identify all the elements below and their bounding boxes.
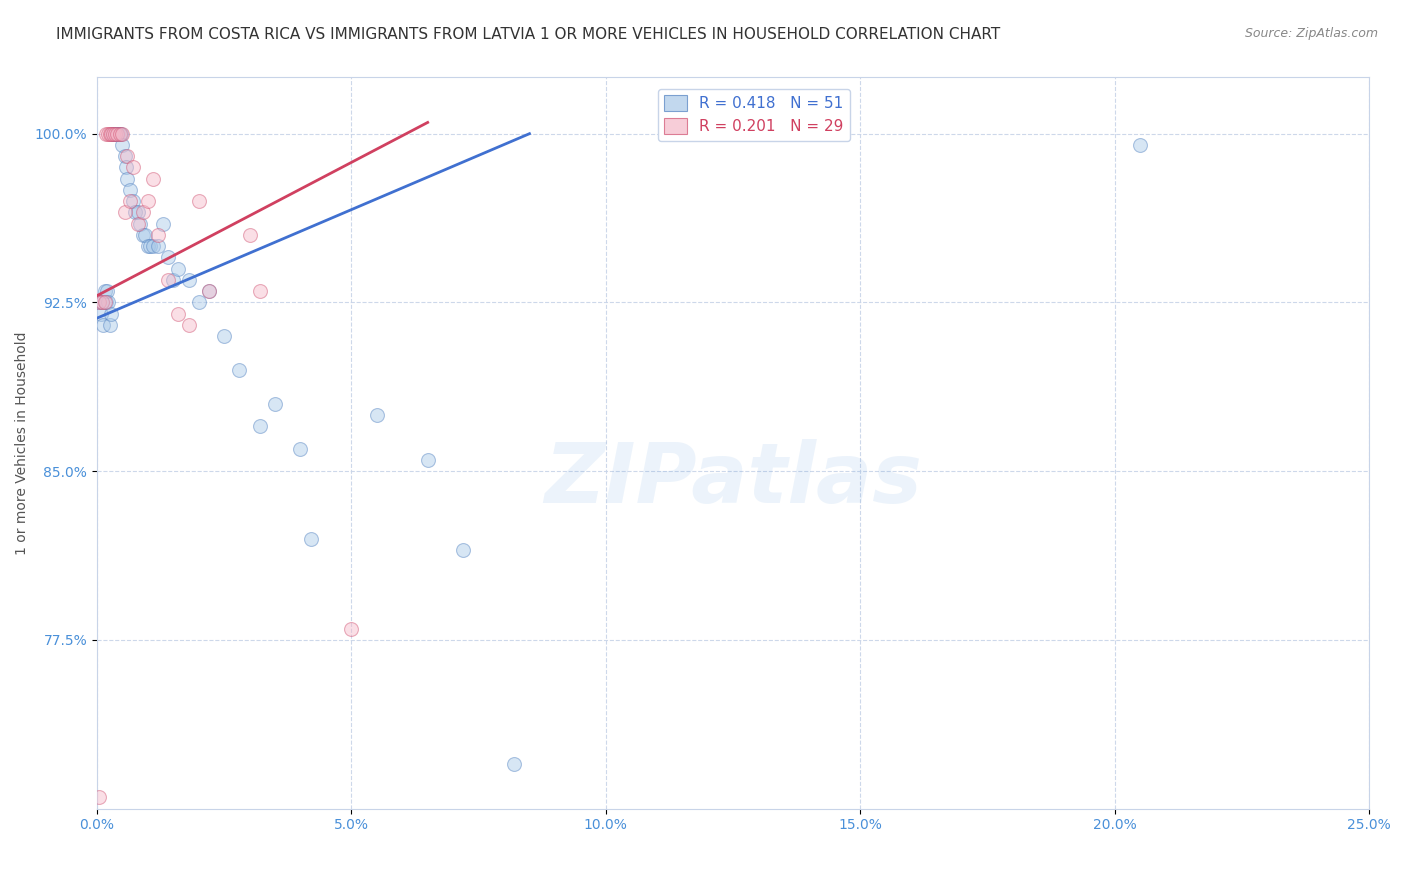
- Point: [97, 127, 120, 141]
- Point: [131, 205, 153, 219]
- Point: [134, 227, 156, 242]
- Text: Source: ZipAtlas.com: Source: ZipAtlas.com: [1244, 27, 1378, 40]
- Point: [198, 284, 221, 298]
- Point: [93, 295, 115, 310]
- Legend: R = 0.418   N = 51, R = 0.201   N = 29: R = 0.418 N = 51, R = 0.201 N = 29: [658, 88, 849, 141]
- Text: ZIPatlas: ZIPatlas: [544, 439, 922, 520]
- Point: [167, 261, 190, 276]
- Point: [139, 239, 162, 253]
- Point: [111, 137, 134, 152]
- Point: [177, 273, 200, 287]
- Point: [121, 194, 143, 209]
- Point: [115, 161, 138, 175]
- Point: [93, 284, 115, 298]
- Point: [103, 127, 125, 141]
- Point: [167, 307, 190, 321]
- Point: [97, 295, 120, 310]
- Point: [91, 318, 114, 332]
- Point: [157, 273, 180, 287]
- Point: [142, 239, 165, 253]
- Point: [103, 127, 125, 141]
- Point: [89, 790, 111, 805]
- Point: [142, 171, 165, 186]
- Point: [94, 295, 117, 310]
- Text: IMMIGRANTS FROM COSTA RICA VS IMMIGRANTS FROM LATVIA 1 OR MORE VEHICLES IN HOUSE: IMMIGRANTS FROM COSTA RICA VS IMMIGRANTS…: [56, 27, 1001, 42]
- Point: [89, 295, 111, 310]
- Point: [98, 318, 121, 332]
- Point: [239, 227, 262, 242]
- Point: [100, 307, 122, 321]
- Point: [89, 295, 111, 310]
- Point: [136, 194, 159, 209]
- Point: [299, 532, 322, 546]
- Point: [110, 127, 132, 141]
- Point: [105, 127, 128, 141]
- Point: [108, 127, 131, 141]
- Point: [228, 363, 250, 377]
- Point: [177, 318, 200, 332]
- Point: [127, 205, 149, 219]
- Point: [127, 217, 149, 231]
- Point: [187, 295, 209, 310]
- Point: [249, 284, 271, 298]
- Point: [453, 543, 475, 558]
- Point: [94, 127, 117, 141]
- Y-axis label: 1 or more Vehicles in Household: 1 or more Vehicles in Household: [15, 331, 30, 555]
- Point: [114, 205, 136, 219]
- Point: [90, 307, 112, 321]
- Point: [290, 442, 312, 456]
- Point: [118, 183, 141, 197]
- Point: [91, 295, 114, 310]
- Point: [124, 205, 146, 219]
- Point: [152, 217, 174, 231]
- Point: [117, 171, 139, 186]
- Point: [503, 756, 526, 771]
- Point: [136, 239, 159, 253]
- Point: [340, 622, 363, 636]
- Point: [121, 161, 143, 175]
- Point: [1129, 137, 1152, 152]
- Point: [114, 149, 136, 163]
- Point: [264, 397, 287, 411]
- Point: [118, 194, 141, 209]
- Point: [104, 127, 127, 141]
- Point: [157, 251, 180, 265]
- Point: [162, 273, 184, 287]
- Point: [131, 227, 153, 242]
- Point: [129, 217, 152, 231]
- Point: [212, 329, 235, 343]
- Point: [108, 127, 131, 141]
- Point: [105, 127, 128, 141]
- Point: [107, 127, 129, 141]
- Point: [187, 194, 209, 209]
- Point: [366, 408, 388, 422]
- Point: [146, 227, 169, 242]
- Point: [104, 127, 127, 141]
- Point: [100, 127, 122, 141]
- Point: [146, 239, 169, 253]
- Point: [98, 127, 121, 141]
- Point: [96, 284, 118, 298]
- Point: [101, 127, 124, 141]
- Point: [416, 453, 439, 467]
- Point: [111, 127, 134, 141]
- Point: [91, 295, 114, 310]
- Point: [105, 127, 128, 141]
- Point: [117, 149, 139, 163]
- Point: [198, 284, 221, 298]
- Point: [249, 419, 271, 434]
